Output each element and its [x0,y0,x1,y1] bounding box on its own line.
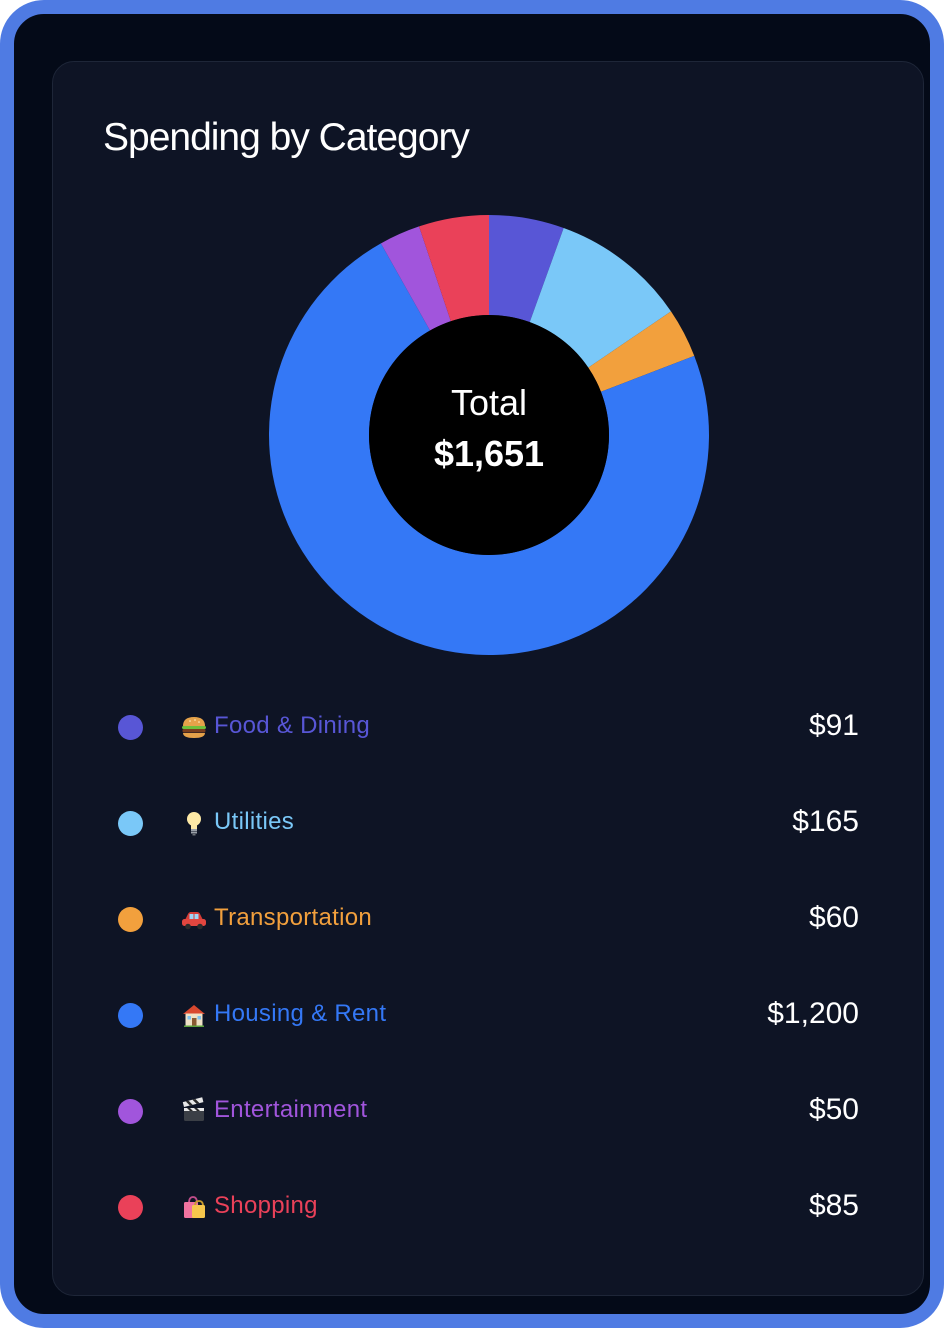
clapperboard-icon [181,1097,207,1125]
legend-value: $60 [808,901,859,934]
legend-row-shopping[interactable]: Shopping $85 [53,1178,925,1238]
donut-slice-housing-rent[interactable] [269,243,709,656]
donut-center-label: Total [451,382,527,423]
spending-card: Spending by Category Total $1,651 Food &… [52,61,924,1296]
legend-label: Utilities [214,808,295,835]
legend-value: $91 [808,709,859,742]
legend-label: Shopping [214,1192,318,1219]
house-icon [181,1001,207,1029]
legend-swatch [118,715,143,740]
legend-value: $85 [808,1189,859,1222]
legend-label: Housing & Rent [214,1000,387,1027]
legend-value: $165 [792,805,859,838]
legend-label: Entertainment [214,1096,368,1123]
legend-swatch [118,1003,143,1028]
legend-label: Food & Dining [214,712,370,739]
legend-row-utilities[interactable]: Utilities $165 [53,794,925,854]
legend-swatch [118,1099,143,1124]
donut-center-value: $1,651 [434,433,544,474]
card-title: Spending by Category [103,116,470,159]
car-icon [181,905,207,933]
donut-center [369,315,609,555]
shopping-bags-icon [181,1193,207,1221]
legend-swatch [118,1195,143,1220]
burger-icon [181,713,207,741]
legend-label: Transportation [214,904,373,931]
donut-slice-entertainment[interactable] [380,226,451,331]
legend-swatch [118,907,143,932]
legend-row-transportation[interactable]: Transportation $60 [53,890,925,950]
donut-slices [269,215,709,656]
donut-slice-utilities[interactable] [529,228,672,368]
legend-row-housing-rent[interactable]: Housing & Rent $1,200 [53,986,925,1046]
legend-value: $1,200 [767,997,859,1030]
legend-row-food-dining[interactable]: Food & Dining $91 [53,698,925,758]
donut-slice-food-dining[interactable] [489,215,564,323]
legend-swatch [118,811,143,836]
donut-slice-transportation[interactable] [588,311,695,392]
legend-value: $50 [808,1093,859,1126]
donut-chart: Total $1,651 [269,215,709,656]
donut-slice-shopping[interactable] [419,215,489,322]
lightbulb-icon [181,809,207,837]
legend-row-entertainment[interactable]: Entertainment $50 [53,1082,925,1142]
